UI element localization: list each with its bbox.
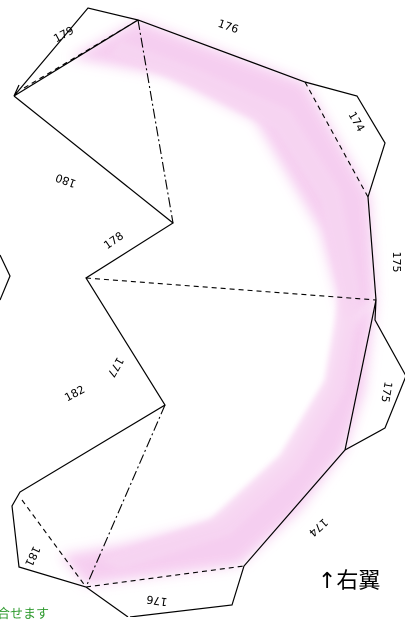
wing-band-upper — [70, 20, 376, 325]
outline-left-notch — [11, 19, 175, 617]
label-182: 182 — [62, 383, 87, 404]
label-174-lower: 174 — [306, 516, 330, 540]
label-177: 177 — [105, 355, 127, 380]
label-181: 181 — [22, 544, 43, 569]
outline-far-left — [0, 254, 11, 301]
fold-174-upper — [304, 81, 369, 198]
fold-lower-spine — [85, 404, 166, 588]
wing-band-core — [100, 40, 360, 570]
label-175-right: 175 — [390, 252, 403, 273]
mountain-fold-lines — [85, 19, 174, 588]
outline-lower-right — [344, 299, 377, 451]
right-wing-caption: ↑右翼 — [318, 569, 381, 594]
valley-fold-lines — [21, 19, 377, 588]
wing-color-band — [60, 20, 376, 585]
label-176-bottom: 176 — [146, 593, 169, 609]
label-174-upper: 174 — [346, 109, 368, 134]
label-176-top: 176 — [216, 17, 240, 36]
label-175-lower: 175 — [378, 381, 394, 404]
label-178: 178 — [101, 229, 126, 252]
label-180: 180 — [54, 171, 78, 190]
fold-179 — [23, 19, 139, 89]
fold-upper-spine — [137, 19, 174, 224]
join-note: 合せます — [0, 607, 50, 622]
fold-center — [85, 277, 377, 301]
fold-181 — [21, 499, 87, 588]
outline-upper — [13, 7, 405, 617]
wing-band-lower — [60, 300, 376, 585]
